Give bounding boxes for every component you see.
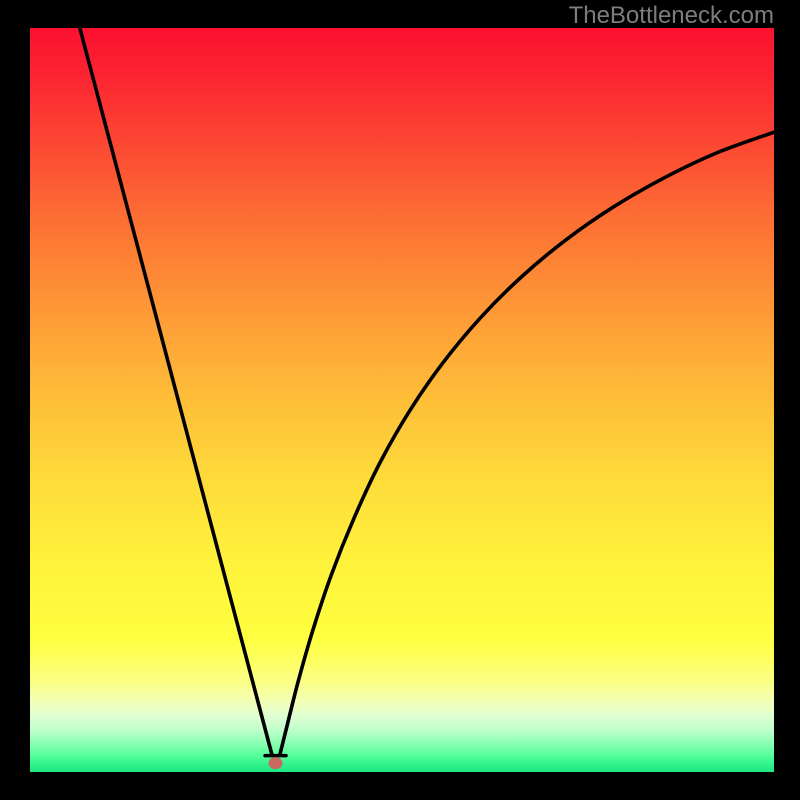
plot-area (30, 28, 774, 772)
watermark-text: TheBottleneck.com (569, 2, 774, 30)
chart-container: TheBottleneck.com (0, 0, 800, 800)
chart-background-gradient (30, 28, 774, 772)
